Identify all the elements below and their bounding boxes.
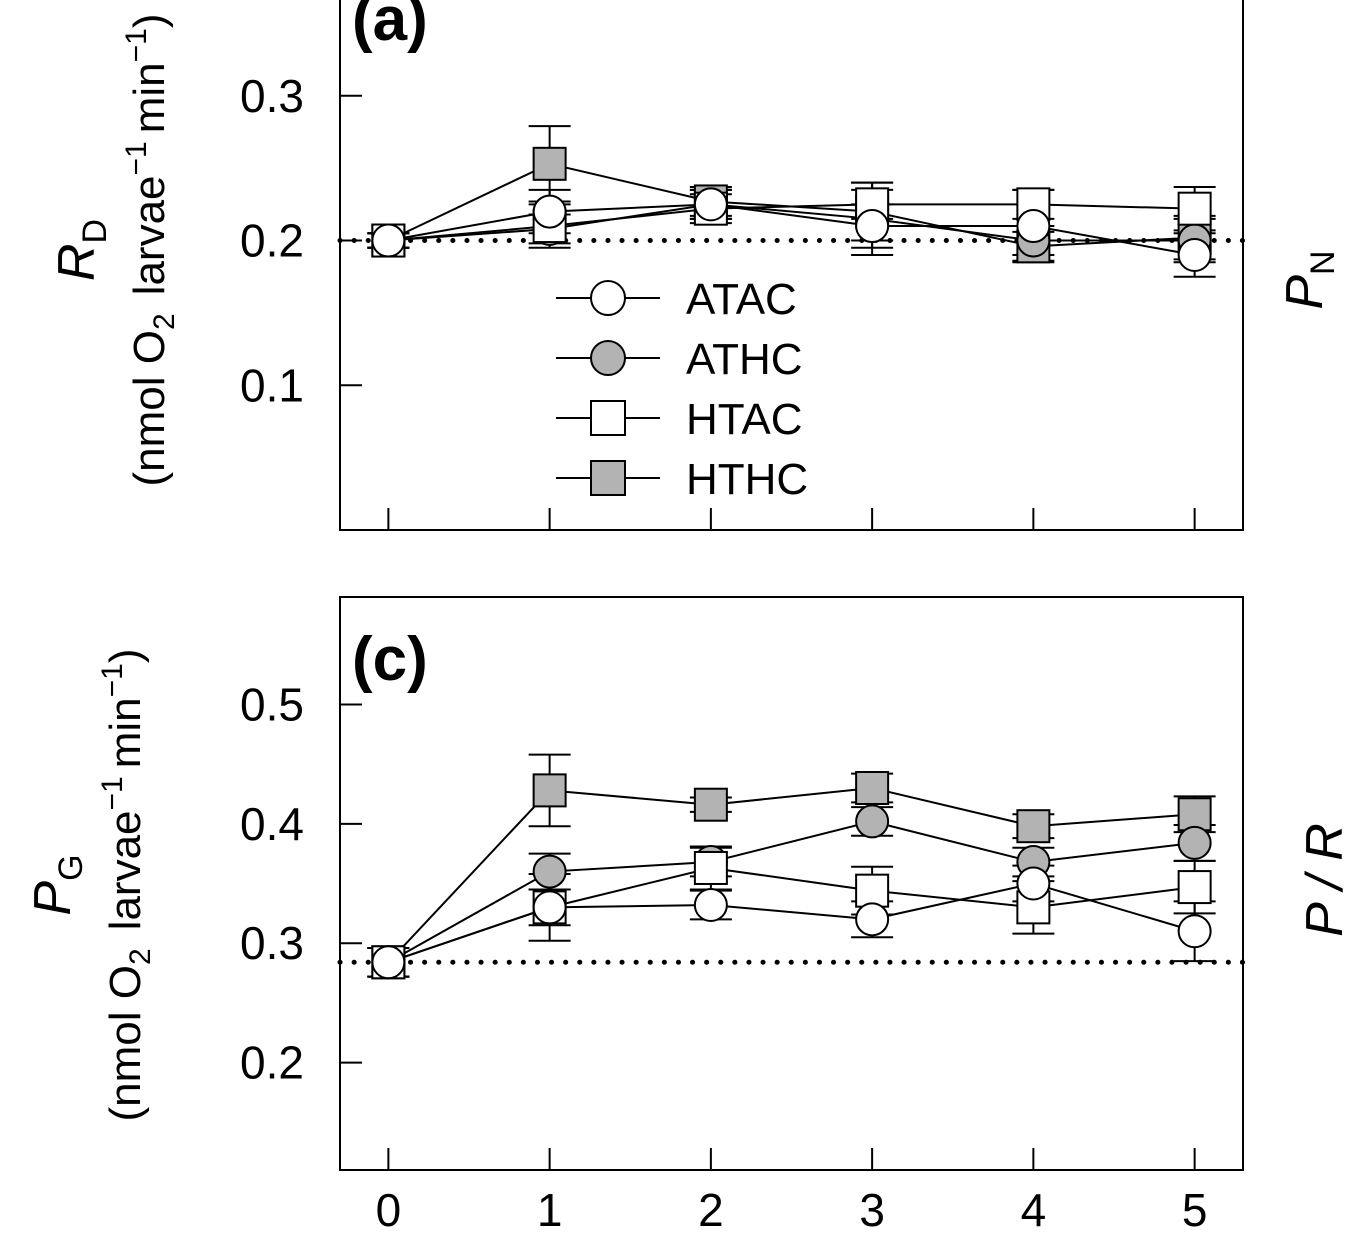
clipped-axis-label-bottom: P / R <box>1296 823 1350 937</box>
y-unit-sup2: −1 <box>120 28 153 62</box>
data-point-athc <box>855 804 890 839</box>
legend-marker-atac <box>590 280 626 316</box>
x-tick-label: 2 <box>698 1184 724 1236</box>
plot-frame <box>339 596 1244 1171</box>
series-line-htac <box>388 203 1195 242</box>
data-point-hthc <box>532 146 567 181</box>
legend-label-atac: ATAC <box>686 275 797 324</box>
y-tick-label: 0.2 <box>240 1037 304 1089</box>
y-unit-sup2: −1 <box>96 663 129 697</box>
legend-label-athc: ATHC <box>686 335 803 384</box>
data-point-athc <box>1177 825 1212 860</box>
legend-label-htac: HTAC <box>686 395 803 444</box>
y-tick-label: 0.3 <box>240 917 304 969</box>
y-tick-label: 0.5 <box>240 678 304 730</box>
data-point-atac <box>693 187 728 222</box>
y-axis-unit-label: (nmol O2larvae−1min−1) <box>96 648 157 1121</box>
data-point-atac <box>1177 914 1212 949</box>
x-tick-label: 5 <box>1182 1184 1208 1236</box>
data-point-athc <box>532 854 567 889</box>
y-axis-label: PG <box>24 854 90 915</box>
series-line-hthc <box>387 786 1195 963</box>
y-axis-label: RD <box>48 219 114 281</box>
data-point-atac <box>532 890 567 925</box>
x-tick-label: 1 <box>537 1184 563 1236</box>
y-unit-prefix: (nmol O <box>125 330 174 486</box>
y-unit-suffix: ) <box>125 13 174 28</box>
clipped-axis-label-top: PN <box>1276 250 1342 309</box>
y-unit-mid: larvae <box>125 175 174 295</box>
legend: ATAC ATHC HTAC HTHC <box>556 275 808 504</box>
y-unit-sup1: −1 <box>96 776 129 810</box>
data-point-atac <box>855 209 890 244</box>
data-point-hthc <box>693 787 728 822</box>
y-axis-symbol: R <box>48 244 106 282</box>
data-point-atac <box>532 194 567 229</box>
x-tick-label: 0 <box>376 1184 402 1236</box>
panel-label: (c) <box>352 625 428 694</box>
data-point-hthc <box>532 773 567 808</box>
clipped-label-sub: N <box>1304 250 1342 275</box>
data-point-atac <box>1016 209 1051 244</box>
data-point-atac <box>1177 238 1212 272</box>
x-tick-label: 4 <box>1021 1184 1047 1236</box>
data-point-htac <box>1177 191 1212 226</box>
y-unit-prefix: (nmol O <box>101 965 150 1121</box>
data-point-atac <box>855 902 890 937</box>
data-point-hthc <box>855 771 890 805</box>
y-unit-mid2: min <box>101 697 150 768</box>
panel-a: 0.10.20.3(a)RD(nmol O2larvae−1min−1) <box>48 0 1246 531</box>
right-clipped-labels: PN P / R <box>1276 250 1350 936</box>
series-line-htac <box>388 866 1195 964</box>
y-tick-label: 0.1 <box>240 359 304 411</box>
y-tick-label: 0.2 <box>240 215 304 267</box>
legend-marker-htac <box>590 400 626 436</box>
data-point-atac <box>371 945 406 980</box>
series-line-atac <box>388 882 1195 964</box>
y-unit-sup1: −1 <box>120 141 153 175</box>
y-unit-o2-sub: 2 <box>148 313 181 330</box>
panel-c: 0.20.30.40.50 1 2 3 4 5(c)PG(nmol O2larvae−1m… <box>24 596 1246 1236</box>
legend-marker-hthc <box>590 460 626 496</box>
data-point-htac <box>1177 870 1212 905</box>
y-axis-symbol: P <box>24 881 82 916</box>
x-tick-label: 3 <box>859 1184 885 1236</box>
data-point-atac <box>371 223 406 258</box>
data-point-htac <box>693 850 728 885</box>
y-unit-mid: larvae <box>101 810 150 930</box>
y-unit-mid2: min <box>125 62 174 133</box>
data-point-atac <box>693 887 728 922</box>
series-line-athc <box>388 203 1195 242</box>
legend-label-hthc: HTHC <box>686 455 808 504</box>
data-point-hthc <box>1177 797 1212 832</box>
legend-marker-athc <box>590 340 626 376</box>
y-axis-subscript: G <box>52 854 90 880</box>
series-line-atac <box>388 203 1195 256</box>
data-point-hthc <box>1016 809 1051 844</box>
y-tick-label: 0.4 <box>240 798 304 850</box>
data-point-atac <box>1016 866 1051 901</box>
y-unit-suffix: ) <box>101 648 150 663</box>
y-axis-unit-label: (nmol O2larvae−1min−1) <box>120 13 181 486</box>
y-axis-subscript: D <box>76 219 114 244</box>
panel-label: (a) <box>352 0 428 54</box>
clipped-label-symbol: P <box>1276 275 1334 310</box>
y-tick-label: 0.3 <box>240 70 304 122</box>
series-line-athc <box>387 820 1195 964</box>
data-point-htac <box>855 873 890 908</box>
y-unit-o2-sub: 2 <box>124 948 157 965</box>
plot-frame <box>339 0 1244 531</box>
